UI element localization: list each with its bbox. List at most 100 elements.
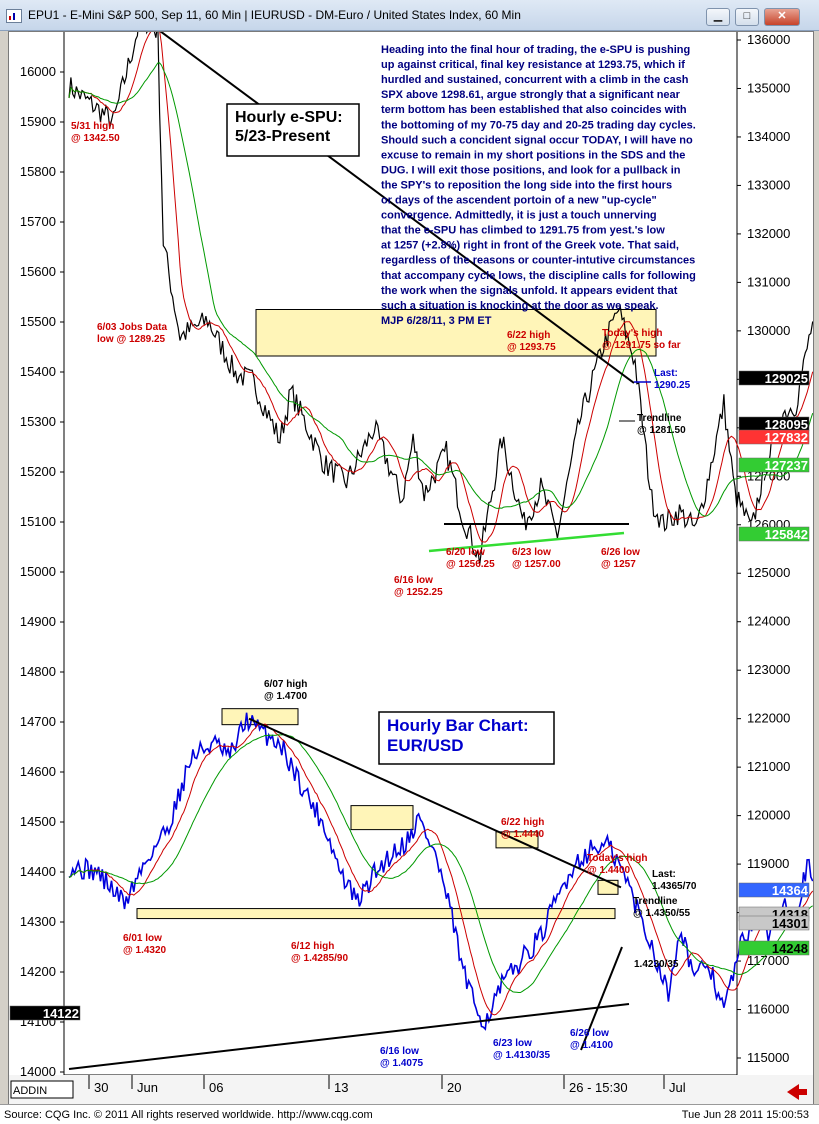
left-tick-label: 14300 — [20, 914, 56, 929]
right-tick-label: 117000 — [747, 953, 789, 968]
fx-annotation: Today's high — [587, 853, 648, 864]
commentary-line: convergence. Admittedly, it is just a to… — [381, 210, 657, 222]
maximize-button[interactable]: □ — [735, 8, 759, 26]
left-tick-label: 15600 — [20, 264, 56, 279]
left-tick-label: 15000 — [20, 564, 56, 579]
footer-timestamp: Tue Jun 28 2011 15:00:53 — [681, 1109, 809, 1121]
commentary-line: hurdled and sustained, concurrent with a… — [381, 74, 689, 86]
commentary-line: Should such a concident signal occur TOD… — [381, 134, 693, 146]
right-tick-label: 135000 — [747, 80, 790, 95]
left-tick-label: 15500 — [20, 314, 56, 329]
fx-annotation-value: @ 1.4400 — [587, 865, 631, 876]
espu-annotation: 6/22 high — [507, 330, 550, 341]
fx-price-tag-bg — [9, 1005, 81, 1021]
espu-annotation-value: @ 1256.25 — [446, 559, 495, 570]
fx-annotation-value: @ 1.4075 — [380, 1058, 424, 1069]
close-button[interactable]: ✕ — [764, 8, 800, 26]
espu-annotation: 5/31 high — [71, 121, 114, 132]
right-tick-label: 125000 — [747, 565, 790, 580]
right-tick-label: 130000 — [747, 323, 790, 338]
commentary-line: Heading into the final hour of trading, … — [381, 44, 690, 56]
fx-zone-607 — [221, 708, 299, 726]
fx-support-band — [136, 908, 616, 920]
right-tick-label: 131000 — [747, 274, 790, 289]
fx-price-line — [68, 712, 813, 1031]
espu-price-tag-bg — [738, 429, 810, 445]
left-tick-label: 15300 — [20, 414, 56, 429]
left-tick-label: 14800 — [20, 664, 56, 679]
espu-annotation-value: low @ 1289.25 — [97, 334, 166, 345]
commentary-line: MJP 6/28/11, 3 PM ET — [381, 315, 492, 327]
commentary-line: at 1257 (+2.8%) right in front of the Gr… — [381, 240, 679, 252]
left-tick-label: 14500 — [20, 814, 56, 829]
scroll-left-arrow-icon[interactable] — [787, 1084, 807, 1100]
espu-price-tag: 128095 — [765, 417, 808, 432]
fx-ma-green — [68, 733, 813, 993]
fx-zone-612 — [350, 805, 414, 831]
fx-annotation-value: @ 1.4285/90 — [291, 953, 348, 964]
fx-annotation: 6/16 low — [380, 1046, 419, 1057]
espu-annotation-value: 1290.25 — [654, 380, 691, 391]
commentary-line: term bottom has been established that al… — [381, 104, 687, 116]
fx-annotation-value: @ 1.4320 — [123, 945, 167, 956]
fx-price-tag: 14248 — [772, 941, 808, 956]
right-tick-label: 120000 — [747, 808, 790, 823]
left-tick-label: 15400 — [20, 364, 56, 379]
espu-annotation: 6/23 low — [512, 547, 551, 558]
espu-price-tag-bg — [738, 370, 810, 386]
left-tick-label: 14700 — [20, 714, 56, 729]
espu-price-tag: 125842 — [765, 527, 808, 542]
right-tick-label: 124000 — [747, 614, 790, 629]
commentary-line: DUG. I will exit those positions, and lo… — [381, 164, 681, 176]
espu-ma-green — [68, 62, 813, 517]
status-footer: Source: CQG Inc. © 2011 All rights reser… — [0, 1104, 819, 1124]
commentary-line: that accompany cycle lows, the disciplin… — [381, 270, 696, 282]
x-tick-label: Jun — [137, 1080, 158, 1095]
fx-annotation: 6/12 high — [291, 941, 334, 952]
right-tick-label: 132000 — [747, 226, 790, 241]
fx-chart-title: EUR/USD — [387, 736, 464, 755]
fx-price-tag-bg — [738, 915, 810, 931]
fx-price-tag-bg — [738, 940, 810, 956]
espu-annotation: 6/03 Jobs Data — [97, 322, 167, 333]
espu-support-trendline — [428, 531, 625, 553]
commentary-line: the work when the signals unfold. It app… — [381, 285, 678, 297]
chart-area[interactable]: 16000 15900 15800 15700 15600 15500 15400 15300… — [8, 31, 814, 1105]
commentary-line: the bottoming of my 70-75 day and 20-25 … — [381, 119, 696, 131]
espu-price-tag: 127237 — [765, 458, 808, 473]
espu-price-tag: 129025 — [765, 371, 808, 386]
minimize-button[interactable]: ▁ — [706, 8, 730, 26]
fx-price-tag: 14301 — [772, 916, 808, 931]
left-tick-label: 14600 — [20, 764, 56, 779]
window-titlebar: EPU1 - E-Mini S&P 500, Sep 11, 60 Min | … — [0, 0, 819, 31]
espu-annotation: 6/16 low — [394, 575, 433, 586]
right-tick-label: 119000 — [747, 856, 789, 871]
left-tick-label: 15100 — [20, 514, 56, 529]
fx-annotation-value: 1.4365/70 — [652, 881, 697, 892]
fx-chart-title: Hourly Bar Chart: — [387, 716, 529, 735]
fx-price-tag-bg — [738, 882, 810, 898]
right-tick-label: 115000 — [747, 1050, 789, 1065]
chart-canvas[interactable]: 16000 15900 15800 15700 15600 15500 15400 15300… — [9, 32, 813, 1104]
left-tick-label: 16000 — [20, 64, 56, 79]
x-tick-label: 30 — [94, 1080, 108, 1095]
addin-label: ADDIN — [13, 1085, 47, 1097]
time-axis-band — [9, 1075, 813, 1104]
fx-annotation: 6/26 low — [570, 1028, 609, 1039]
left-tick-label: 14200 — [20, 964, 56, 979]
left-tick-label: 14000 — [20, 1064, 56, 1079]
espu-price-tag-bg — [738, 457, 810, 473]
espu-resistance-zone — [255, 309, 657, 357]
right-tick-label: 136000 — [747, 32, 790, 47]
fx-annotation: 6/07 high — [264, 679, 307, 690]
commentary-line: regardless of the reasons or counter-int… — [381, 255, 695, 267]
fx-price-tag: 14364 — [772, 883, 809, 898]
espu-price-tag-bg — [738, 526, 810, 542]
espu-annotation-value: @ 1281.50 — [637, 425, 686, 436]
fx-annotation-value: @ 1.4100 — [570, 1040, 614, 1051]
commentary-line: such a situation is knocking at the door… — [381, 300, 659, 312]
x-tick-label: 20 — [447, 1080, 461, 1095]
chart-app-icon — [6, 9, 22, 23]
fx-annotation: Last: — [652, 869, 676, 880]
fx-up-trendline — [580, 946, 623, 1051]
